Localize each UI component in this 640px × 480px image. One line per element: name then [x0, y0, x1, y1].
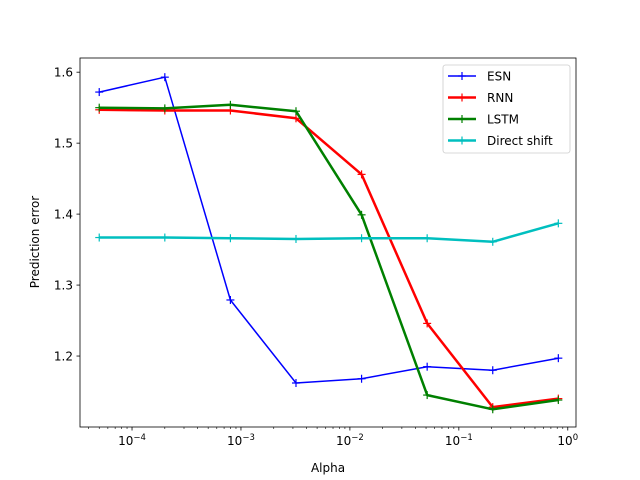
data-point-direct-shift — [488, 237, 497, 246]
series-line-direct-shift — [99, 222, 559, 244]
data-point-lstm — [423, 391, 432, 400]
data-point-esn — [488, 366, 497, 375]
y-tick-label: 1.2 — [54, 350, 73, 364]
data-point-direct-shift — [95, 233, 104, 242]
x-tick-label-exponent: −1 — [460, 433, 473, 443]
plot-area — [79, 57, 577, 428]
data-point-esn — [226, 295, 235, 304]
x-axis-label: Alpha — [311, 461, 345, 475]
x-axis: 10−4 10−3 10−2 10−1 100 — [88, 427, 578, 448]
axes-frame — [79, 57, 577, 428]
x-tick-label: 100 — [557, 433, 578, 448]
legend-item-lstm: LSTM — [448, 113, 519, 127]
x-tick-label-exponent: −3 — [242, 433, 255, 443]
y-axis-label: Prediction error — [28, 196, 42, 289]
legend-label: ESN — [487, 70, 511, 84]
legend-item-esn: ESN — [448, 70, 511, 84]
data-point-direct-shift — [160, 233, 169, 242]
x-tick-label: 10−1 — [445, 433, 473, 448]
y-tick-label: 1.4 — [54, 208, 73, 222]
data-point-lstm — [488, 405, 497, 414]
data-point-lstm — [95, 103, 104, 112]
legend-item-rnn: RNN — [448, 91, 513, 105]
legend: ESN RNN LSTM Direct shift — [442, 64, 571, 154]
legend-item-direct-shift: Direct shift — [448, 134, 553, 148]
data-point-esn — [291, 379, 300, 388]
data-point-direct-shift — [357, 234, 366, 243]
data-point-esn — [423, 362, 432, 371]
data-point-lstm — [554, 396, 563, 405]
x-tick-label-base: 10 — [557, 434, 572, 448]
x-tick-label-base: 10 — [336, 434, 351, 448]
data-point-direct-shift — [554, 219, 563, 228]
x-tick-label-base: 10 — [227, 434, 242, 448]
x-tick-label-base: 10 — [445, 434, 460, 448]
series-line-esn — [99, 76, 559, 384]
y-axis: 1.2 1.3 1.4 1.5 1.6 — [54, 66, 80, 364]
data-point-direct-shift — [226, 234, 235, 243]
data-point-esn — [554, 354, 563, 363]
y-tick-label: 1.6 — [54, 66, 73, 80]
data-point-direct-shift — [291, 234, 300, 243]
x-tick-label: 10−2 — [336, 433, 364, 448]
data-point-rnn — [357, 170, 366, 179]
data-point-lstm — [291, 107, 300, 116]
legend-box — [442, 64, 571, 154]
data-point-esn — [357, 374, 366, 383]
x-tick-label-base: 10 — [118, 434, 133, 448]
data-point-esn — [95, 88, 104, 97]
x-tick-label: 10−3 — [227, 433, 255, 448]
data-point-lstm — [226, 100, 235, 109]
legend-label: RNN — [487, 91, 513, 105]
legend-label: Direct shift — [487, 134, 553, 148]
data-point-esn — [160, 73, 169, 82]
data-point-direct-shift — [423, 234, 432, 243]
series-line-lstm — [99, 103, 559, 411]
data-point-rnn — [423, 319, 432, 328]
y-tick-label: 1.3 — [54, 279, 73, 293]
data-point-lstm — [160, 104, 169, 113]
x-tick-label-exponent: −2 — [351, 433, 364, 443]
y-tick-label: 1.5 — [54, 137, 73, 151]
data-point-lstm — [357, 210, 366, 219]
x-tick-label-exponent: 0 — [573, 433, 578, 443]
series-line-rnn — [99, 108, 559, 409]
legend-label: LSTM — [487, 113, 519, 127]
data-point-rnn — [291, 114, 300, 123]
x-tick-label: 10−4 — [118, 433, 146, 448]
x-tick-label-exponent: −4 — [133, 433, 146, 443]
